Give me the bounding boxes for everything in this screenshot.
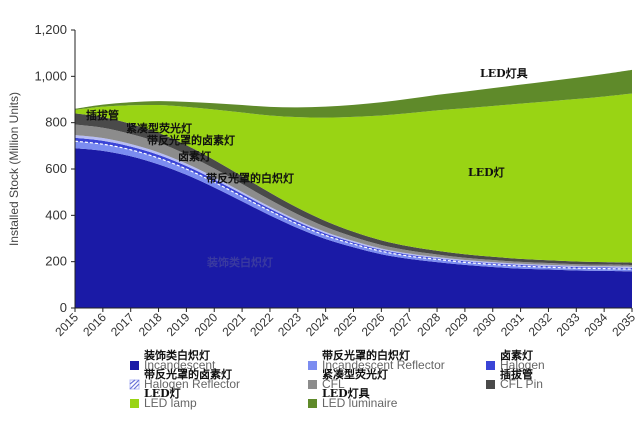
legend-label-cfl_pin: CFL Pin: [500, 377, 543, 391]
ann-led-lamp: LED灯: [468, 165, 505, 179]
ann-incandescent-reflector: 带反光罩的白炽灯: [206, 171, 294, 185]
legend-label-halogen_reflector: Halogen Reflector: [144, 377, 240, 391]
area-layers: [74, 69, 633, 308]
legend-label-incandescent: Incandescent: [144, 358, 216, 372]
legend-label-zh-cfl_pin: 插拔管: [500, 367, 533, 381]
area-halogen_reflector: [75, 134, 632, 268]
legend-swatch-cfl_pin: [486, 380, 495, 389]
x-tick-label: 2019: [164, 310, 193, 339]
y-tick-label: 1,200: [34, 22, 67, 37]
y-tick-label: 1,000: [34, 68, 67, 83]
ann-cfl-pin: 插拔管: [86, 108, 119, 122]
legend-label-zh-incandescent: 装饰类白炽灯: [143, 348, 210, 362]
area-led_luminaire: [75, 69, 632, 118]
x-tick-label: 2024: [303, 310, 332, 339]
y-tick-label: 400: [45, 207, 67, 222]
x-tick-label: 2017: [108, 310, 137, 339]
legend-label-zh-halogen_reflector: 带反光罩的卤素灯: [144, 367, 232, 381]
area-cfl_pin: [75, 113, 632, 266]
x-tick-label: 2028: [414, 310, 443, 339]
x-tick-label: 2030: [470, 310, 499, 339]
x-tick-label: 2029: [442, 310, 471, 339]
legend-label-led_lamp: LED lamp: [144, 396, 197, 410]
legend-swatch-hatch: [129, 379, 140, 390]
x-tick-label: 2033: [554, 310, 583, 339]
legend-label-zh-led_luminaire: LED灯具: [322, 386, 370, 400]
reflector-edge-line: [74, 140, 633, 270]
x-tick-label: 2021: [219, 310, 248, 339]
x-tick-label: 2025: [331, 310, 360, 339]
legend-label-led_luminaire: LED luminaire: [322, 396, 398, 410]
legend-label-zh-halogen: 卤素灯: [500, 348, 533, 362]
legend-label-zh-led_lamp: LED灯: [144, 386, 181, 400]
x-tick-label: 2023: [275, 310, 304, 339]
y-tick-label: 0: [60, 300, 67, 315]
x-tick-label: 2031: [498, 310, 527, 339]
area-incandescent_reflector: [75, 141, 632, 272]
area-led_lamp: [75, 93, 632, 263]
x-tick-label: 2015: [52, 310, 81, 339]
x-tick-label: 2018: [136, 310, 165, 339]
legend-label-incandescent_reflector: Incandescent Reflector: [322, 358, 445, 372]
x-tick-label: 2034: [581, 310, 610, 339]
ann-halogen: 卤素灯: [178, 149, 211, 163]
area-cfl: [75, 124, 632, 267]
x-tick-label: 2026: [359, 310, 388, 339]
ann-halogen-reflector: 带反光罩的卤素灯: [147, 133, 235, 147]
ann-incandescent: 装饰类白炽灯: [206, 255, 273, 269]
ann-cfl: 紧凑型荧光灯: [126, 121, 192, 135]
x-tick-label: 2016: [80, 310, 109, 339]
x-tick-label: 2035: [609, 310, 638, 339]
legend-label-zh-incandescent_reflector: 带反光罩的白炽灯: [322, 348, 410, 362]
y-tick-label: 200: [45, 254, 67, 269]
legend-label-halogen: Halogen: [500, 358, 545, 372]
y-tick-label: 600: [45, 161, 67, 176]
x-tick-label: 2032: [526, 310, 555, 339]
legend-swatch-incandescent_reflector: [308, 361, 317, 370]
y-tick-label: 800: [45, 115, 67, 130]
x-tick-label: 2022: [247, 310, 276, 339]
legend-swatch-led_lamp: [130, 399, 139, 408]
legend-swatch-halogen: [486, 361, 495, 370]
y-axis-label: Installed Stock (Million Units): [7, 92, 21, 246]
legend-label-zh-cfl: 紧凑型荧光灯: [322, 367, 388, 381]
ann-led-luminaire: LED灯具: [480, 66, 528, 80]
in-chart-labels: LED灯具 LED灯 插拔管紧凑型荧光灯带反光罩的卤素灯卤素灯带反光罩的白炽灯装饰类…: [86, 66, 528, 269]
legend-swatch-cfl: [308, 380, 317, 389]
area-incandescent: [75, 148, 632, 308]
x-tick-label: 2020: [192, 310, 221, 339]
legend-swatch-led_luminaire: [308, 399, 317, 408]
x-tick-label: 2027: [387, 310, 416, 339]
legend-label-cfl: CFL: [322, 377, 345, 391]
legend-swatch-incandescent: [130, 361, 139, 370]
area-halogen: [75, 137, 632, 270]
